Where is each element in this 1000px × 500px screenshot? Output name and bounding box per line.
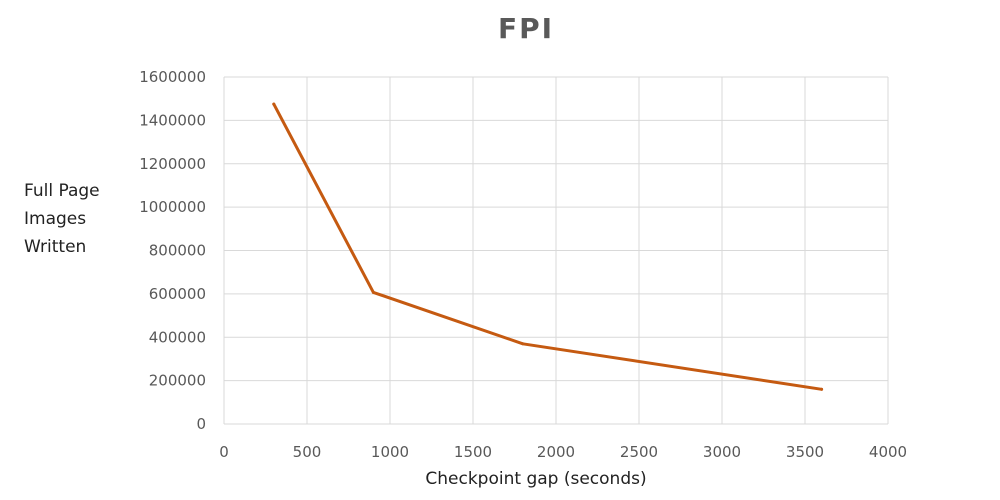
y-tick-label: 1000000: [139, 198, 206, 216]
y-tick-label: 200000: [149, 372, 206, 390]
grid: [223, 76, 889, 425]
x-axis: 0 500 1000 1500 2000 2500 3000 3500 4000: [219, 443, 907, 461]
data-point: [521, 342, 525, 346]
y-tick-label: 400000: [149, 328, 206, 346]
x-tick-label: 1000: [371, 443, 409, 461]
y-tick-label: 1200000: [139, 155, 206, 173]
x-tick-label: 0: [219, 443, 229, 461]
y-axis: 0 200000 400000 600000 800000 1000000 1200000 1…: [139, 68, 206, 433]
x-tick-label: 1500: [454, 443, 492, 461]
y-axis-label: Full Page Images Written: [24, 181, 100, 257]
x-tick-label: 2000: [537, 443, 575, 461]
y-axis-label-line: Full Page: [24, 181, 100, 201]
y-tick-label: 800000: [149, 242, 206, 260]
y-tick-label: 1400000: [139, 111, 206, 129]
data-point: [820, 387, 824, 391]
x-tick-label: 500: [293, 443, 322, 461]
y-axis-label-line: Images: [24, 209, 86, 229]
chart-title: FPI: [498, 12, 554, 45]
x-tick-label: 4000: [869, 443, 907, 461]
x-tick-label: 3000: [703, 443, 741, 461]
y-tick-label: 0: [196, 415, 206, 433]
x-axis-label: Checkpoint gap (seconds): [425, 469, 646, 489]
series-layer: [272, 102, 824, 391]
x-tick-label: 3500: [786, 443, 824, 461]
data-point: [272, 102, 276, 106]
data-point: [371, 290, 375, 294]
y-tick-label: 600000: [149, 285, 206, 303]
series-line: [272, 102, 824, 391]
y-tick-label: 1600000: [139, 68, 206, 86]
x-tick-label: 2500: [620, 443, 658, 461]
y-axis-label-line: Written: [24, 237, 86, 257]
